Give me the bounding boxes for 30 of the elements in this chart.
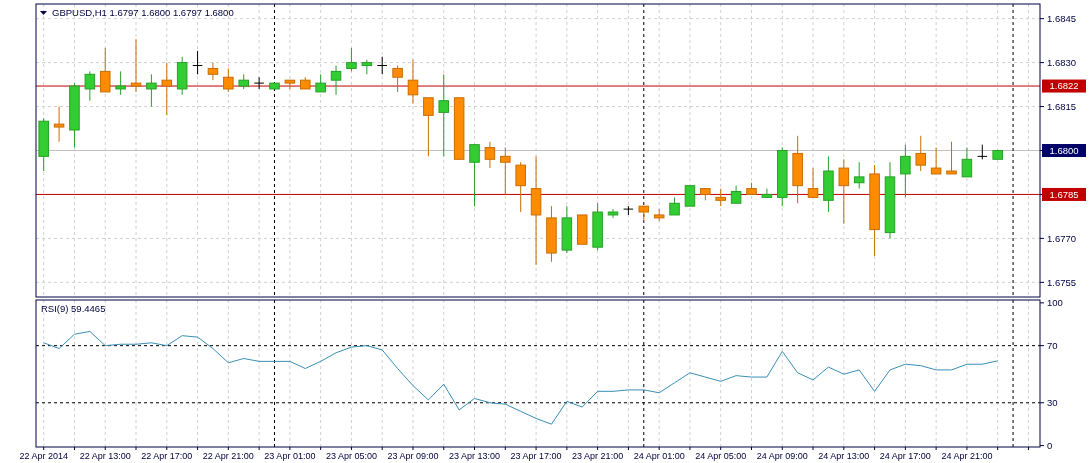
x-tick-label: 23 Apr 17:00 xyxy=(510,451,562,461)
x-tick-label: 24 Apr 09:00 xyxy=(756,451,808,461)
x-tick-label: 23 Apr 01:00 xyxy=(264,451,316,461)
y-tick-label: 0 xyxy=(1047,439,1053,451)
chart-title: GBPUSD,H1 1.6797 1.6800 1.6797 1.6800 xyxy=(52,7,234,18)
x-tick-label: 24 Apr 17:00 xyxy=(879,451,931,461)
y-tick-label: 1.6845 xyxy=(1047,12,1077,24)
ref-line-label: 1.6822 xyxy=(1049,80,1079,92)
x-tick-label: 22 Apr 17:00 xyxy=(141,451,193,461)
x-tick-label: 23 Apr 05:00 xyxy=(325,451,377,461)
y-tick-label: 1.6770 xyxy=(1047,232,1077,244)
x-tick-label: 23 Apr 21:00 xyxy=(572,451,624,461)
y-tick-label: 1.6755 xyxy=(1047,276,1077,288)
x-tick-label: 22 Apr 13:00 xyxy=(79,451,131,461)
x-tick-label: 22 Apr 2014 xyxy=(19,451,68,461)
y-tick-label: 1.6830 xyxy=(1047,56,1077,68)
x-tick-label: 24 Apr 01:00 xyxy=(633,451,685,461)
x-tick-label: 24 Apr 21:00 xyxy=(941,451,993,461)
x-tick-label: 23 Apr 13:00 xyxy=(449,451,501,461)
x-tick-label: 22 Apr 21:00 xyxy=(202,451,254,461)
x-tick-label: 24 Apr 13:00 xyxy=(818,451,870,461)
x-tick-label: 24 Apr 05:00 xyxy=(695,451,747,461)
x-tick-label: 23 Apr 09:00 xyxy=(387,451,439,461)
ref-line-label: 1.6800 xyxy=(1049,144,1079,156)
ref-line-label: 1.6785 xyxy=(1049,188,1079,200)
chart-title: RSI(9) 59.4465 xyxy=(41,303,106,314)
y-tick-label: 70 xyxy=(1047,339,1058,351)
y-tick-label: 30 xyxy=(1047,397,1058,409)
y-tick-label: 1.6815 xyxy=(1047,100,1077,112)
y-tick-label: 100 xyxy=(1047,297,1063,309)
